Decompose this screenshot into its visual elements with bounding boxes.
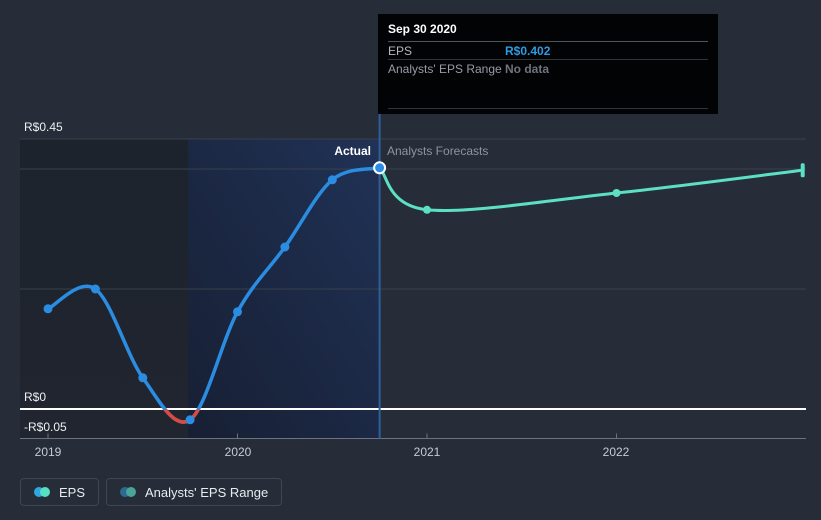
y-axis-label-zero: R$0 xyxy=(24,390,47,404)
range-dot-blue xyxy=(120,487,131,497)
legend: EPS Analysts' EPS Range xyxy=(20,478,283,506)
x-axis-label-2022: 2022 xyxy=(602,445,630,459)
actual-section-label: Actual xyxy=(334,144,371,158)
legend-eps-label: EPS xyxy=(59,484,86,500)
eps-point[interactable] xyxy=(185,415,195,425)
eps-point[interactable] xyxy=(280,242,290,252)
eps-series-icon xyxy=(34,487,50,497)
tooltip-eps-label: EPS xyxy=(388,43,413,58)
eps-dot-teal xyxy=(40,487,50,497)
y-axis-label-max: R$0.45 xyxy=(24,120,63,134)
tooltip-range-value: No data xyxy=(505,61,550,76)
legend-eps-button[interactable]: EPS xyxy=(20,478,100,506)
forecast-end-cap xyxy=(800,163,805,178)
highlighted-point[interactable] xyxy=(373,161,387,175)
legend-eps-range-label: Analysts' EPS Range xyxy=(145,484,269,500)
x-axis-label-2020: 2020 xyxy=(224,445,252,459)
eps-point[interactable] xyxy=(43,304,53,314)
x-axis-label-2019: 2019 xyxy=(34,445,62,459)
legend-eps-range-button[interactable]: Analysts' EPS Range xyxy=(106,478,283,506)
y-axis-label-min: -R$0.05 xyxy=(24,420,67,434)
forecast-point[interactable] xyxy=(423,205,431,214)
tooltip-spacer xyxy=(388,77,708,109)
eps-range-series-icon xyxy=(120,487,137,497)
eps-dot-blue xyxy=(34,487,44,497)
tooltip: Sep 30 2020 EPS R$0.402 Analysts' EPS Ra… xyxy=(378,14,718,114)
tooltip-range-label: Analysts' EPS Range xyxy=(388,61,502,76)
eps-forecast-line xyxy=(378,166,804,213)
forecast-point[interactable] xyxy=(612,189,621,197)
tooltip-date: Sep 30 2020 xyxy=(388,20,708,42)
forecast-section-label: Analysts Forecasts xyxy=(387,144,489,158)
eps-point[interactable] xyxy=(90,284,100,294)
eps-point[interactable] xyxy=(138,373,148,383)
range-dot-teal xyxy=(126,487,137,497)
tooltip-eps-value: R$0.402 xyxy=(505,43,551,58)
eps-point[interactable] xyxy=(327,175,337,185)
eps-actual-line xyxy=(46,166,382,424)
eps-point[interactable] xyxy=(233,307,242,317)
x-axis-label-2021: 2021 xyxy=(413,445,441,459)
